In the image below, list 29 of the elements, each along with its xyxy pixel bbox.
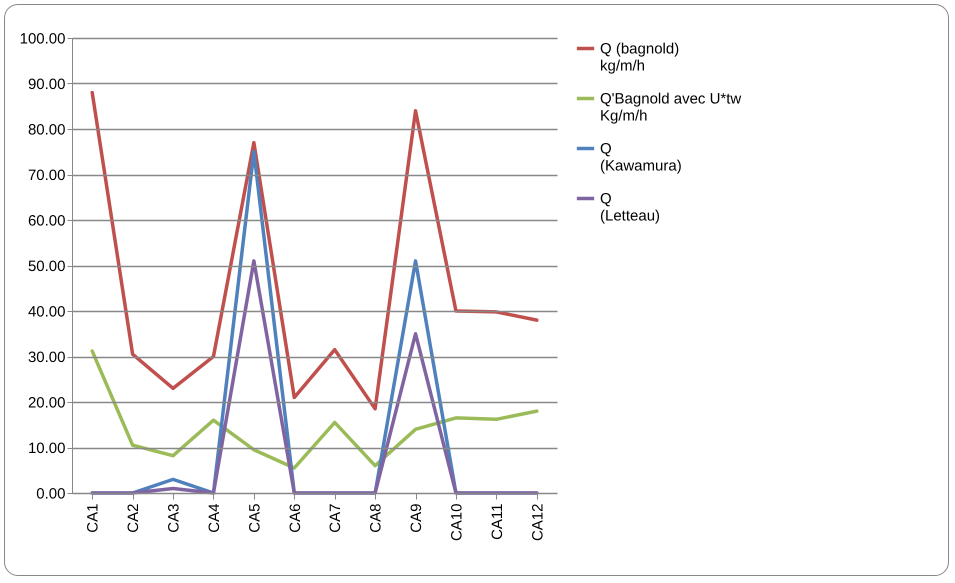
line-series (90, 349, 539, 470)
x-tick-label: CA7 (327, 504, 344, 533)
legend-label: Q (Letteau) (600, 190, 660, 224)
x-tick-label: CA1 (84, 504, 102, 533)
y-tick-label: 30.00 (28, 349, 66, 366)
y-tick-label: 100.00 (20, 30, 66, 48)
y-tick-label: 10.00 (28, 440, 66, 457)
y-tick-label: 60.00 (28, 212, 66, 230)
legend-label: Q (bagnold) kg/m/h (600, 40, 680, 74)
x-tick-label: CA3 (166, 504, 183, 533)
x-tick-label: CA6 (286, 504, 304, 533)
legend-label: Q (Kawamura) (600, 140, 682, 174)
y-tick-label: 70.00 (28, 167, 66, 184)
x-tick-label: CA8 (368, 504, 385, 533)
x-tick-label: CA2 (125, 504, 142, 533)
x-tick-label: CA4 (206, 504, 223, 533)
y-tick-label: 90.00 (28, 76, 66, 93)
y-tick-label: 40.00 (28, 304, 66, 320)
y-tick-label: 80.00 (28, 122, 66, 138)
y-tick-label: 20.00 (28, 394, 66, 412)
x-tick-label: CA5 (246, 504, 264, 533)
legend-label: Q'Bagnold avec U*tw Kg/m/h (600, 90, 742, 124)
x-tick-label: CA12 (529, 504, 546, 542)
x-tick-label: CA11 (488, 504, 506, 540)
y-tick-label: 50.00 (28, 258, 66, 275)
line-series (90, 90, 539, 411)
x-tick-label: CA9 (408, 504, 426, 533)
x-tick-label: CA10 (448, 504, 466, 542)
y-tick-label: 0.00 (36, 486, 66, 502)
